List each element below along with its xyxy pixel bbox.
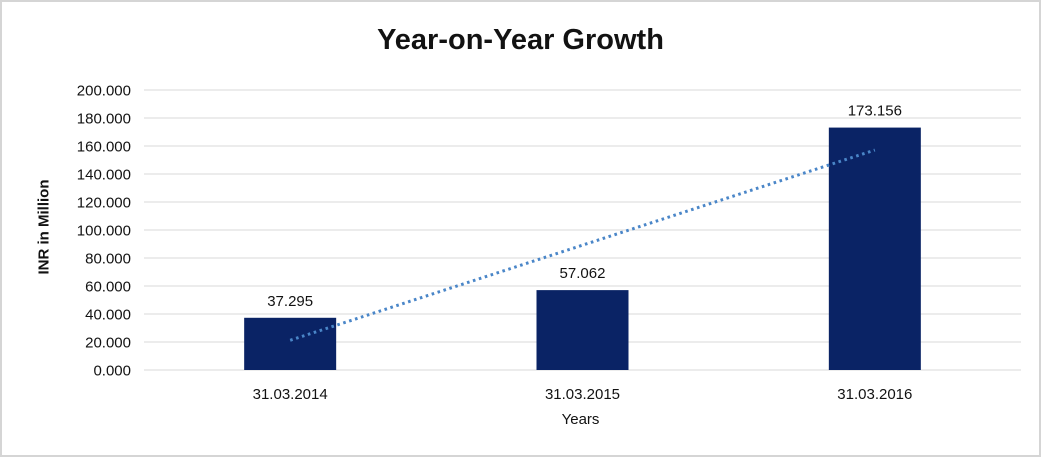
y-tick-label: 20.000 bbox=[85, 335, 131, 352]
y-tick-label: 180.000 bbox=[77, 111, 131, 128]
bar-data-label: 37.295 bbox=[267, 293, 313, 310]
x-category-label: 31.03.2016 bbox=[837, 386, 912, 403]
y-tick-label: 120.000 bbox=[77, 195, 131, 212]
x-category-label: 31.03.2014 bbox=[253, 386, 328, 403]
y-tick-label: 200.000 bbox=[77, 83, 131, 100]
bar-data-label: 57.062 bbox=[560, 265, 606, 282]
bar bbox=[536, 290, 629, 370]
y-tick-label: 0.000 bbox=[93, 363, 131, 380]
chart-title: Year-on-Year Growth bbox=[377, 24, 664, 56]
y-tick-label: 40.000 bbox=[85, 307, 131, 324]
y-tick-label: 140.000 bbox=[77, 167, 131, 184]
bar bbox=[828, 127, 921, 370]
bar bbox=[244, 317, 337, 370]
bar-data-label: 173.156 bbox=[848, 103, 902, 120]
y-tick-label: 160.000 bbox=[77, 139, 131, 156]
y-tick-label: 80.000 bbox=[85, 251, 131, 268]
y-tick-label: 100.000 bbox=[77, 223, 131, 240]
x-category-label: 31.03.2015 bbox=[545, 386, 620, 403]
x-axis-title: Years bbox=[561, 411, 600, 428]
y-tick-label: 60.000 bbox=[85, 279, 131, 296]
y-axis-title: INR in Million bbox=[35, 179, 53, 275]
